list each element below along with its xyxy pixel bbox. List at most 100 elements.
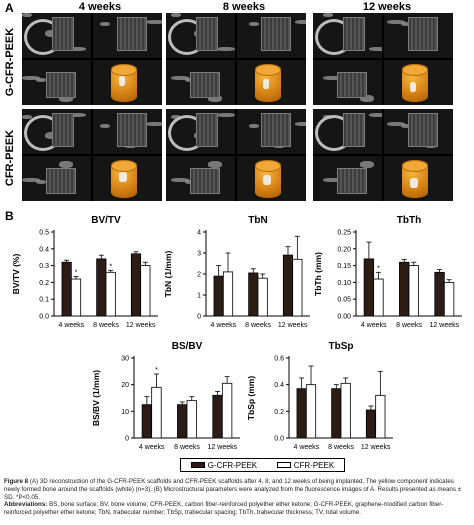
micro-ct-reconstruction <box>166 13 306 105</box>
scaffold-section-view <box>237 13 306 58</box>
bar-cfr-peek <box>373 278 384 317</box>
micro-ct-reconstruction <box>313 13 453 105</box>
scaffold-implant <box>337 168 367 194</box>
scaffold-section-view <box>22 109 91 154</box>
panel-a-letter: A <box>5 1 14 15</box>
bar-g-cfr-peek <box>365 409 377 439</box>
row-label-cfr-peek: CFR-PEEK <box>4 129 16 187</box>
x-tick-label: 4 weeks <box>361 322 387 329</box>
bar-g-cfr-peek <box>177 404 188 439</box>
y-tick-label: 4 <box>197 230 201 237</box>
scaffold-section-view <box>384 109 453 154</box>
column-label-8-weeks: 8 weeks <box>222 1 266 13</box>
abbreviations-text: BS, bone surface; BV, bone volume; CFR-P… <box>4 501 444 517</box>
column-label-4-weeks: 4 weeks <box>78 1 122 13</box>
caption-text: (A) 3D reconstruction of the G-CFR-PEEK … <box>4 478 462 501</box>
scaffold-implant <box>190 168 220 194</box>
scaffold-implant <box>343 17 365 51</box>
y-tick-label: 0.0 <box>39 314 49 321</box>
figure-caption: Figure 8 (A) 3D reconstruction of the G-… <box>4 478 470 517</box>
x-tick-label: 12 weeks <box>278 322 308 329</box>
y-axis-label: BS/BV (1/mm) <box>91 370 101 426</box>
scaffold-implant <box>46 72 76 98</box>
x-tick-label: 4 weeks <box>58 322 84 329</box>
panel-b-letter: B <box>5 209 14 223</box>
y-tick-label: 20 <box>121 382 129 389</box>
y-axis-label: TbTh (mm) <box>313 252 323 296</box>
y-tick-label: 0.6 <box>274 356 284 363</box>
bar-g-cfr-peek <box>331 388 342 439</box>
y-tick-label: 0.2 <box>274 409 284 416</box>
legend-swatch-g-cfr-peek <box>190 462 205 468</box>
y-tick-label: 0.10 <box>337 280 351 287</box>
y-tick-label: 0.25 <box>337 230 351 237</box>
bar-g-cfr-peek <box>399 261 410 317</box>
x-tick-label: 12 weeks <box>126 322 156 329</box>
bar-g-cfr-peek <box>248 272 259 317</box>
x-tick-label: 8 weeks <box>245 322 271 329</box>
row-label-g-cfr-peek: G-CFR-PEEK <box>4 27 16 97</box>
chart-bv-tv: BV/TV BV/TV (%) 0.0 0.1 0.2 0.3 0.4 0.5 4 weeks *… <box>11 215 158 329</box>
bar-cfr-peek <box>340 382 351 439</box>
scaffold-implant <box>117 113 147 147</box>
scaffold-3d-view <box>237 156 306 201</box>
x-tick-label: 4 weeks <box>210 322 236 329</box>
bar-g-cfr-peek <box>282 254 294 317</box>
x-tick-label: 8 weeks <box>93 322 119 329</box>
bar-cfr-peek <box>305 384 317 439</box>
bar-cfr-peek <box>186 400 197 439</box>
significance-marker: * <box>155 367 158 374</box>
y-tick-label: 0.1 <box>39 297 49 304</box>
x-tick-label: 8 weeks <box>396 322 422 329</box>
bone-cylinder-3d <box>111 160 137 198</box>
chart-tbth: TbTh TbTh (mm) 0.00 0.05 0.10 0.15 0.20 0.25 4 w… <box>313 215 462 329</box>
bar-g-cfr-peek <box>363 258 375 317</box>
scaffold-implant <box>408 113 438 147</box>
significance-marker: * <box>75 270 78 277</box>
scaffold-implant <box>337 72 367 98</box>
bar-g-cfr-peek <box>61 261 72 317</box>
chart-tbsp: TbSp TbSp (mm) 0.0 0.2 0.4 0.6 4 weeks 8 weeks 1… <box>246 341 393 451</box>
bone-cylinder-3d <box>255 64 281 102</box>
bar-cfr-peek <box>70 278 82 317</box>
scaffold-section-view <box>313 156 382 201</box>
y-tick-label: 0.00 <box>337 314 351 321</box>
y-axis-label: BV/TV (%) <box>11 254 21 295</box>
bone-cylinder-3d <box>402 160 428 198</box>
scaffold-3d-view <box>237 60 306 105</box>
scaffold-section-view <box>22 13 91 58</box>
scaffold-section-view <box>166 13 235 58</box>
scaffold-implant <box>52 17 74 51</box>
scaffold-section-view <box>166 156 235 201</box>
y-tick-label: 0.05 <box>337 297 351 304</box>
micro-ct-reconstruction <box>166 109 306 201</box>
x-tick-label: 12 weeks <box>208 444 238 451</box>
y-tick-label: 0.4 <box>39 246 49 253</box>
y-axis-label: TbN (1/mm) <box>163 250 173 297</box>
chart-title: BS/BV <box>172 341 203 352</box>
scaffold-section-view <box>22 156 91 201</box>
y-tick-label: 0 <box>125 436 129 443</box>
bar-cfr-peek <box>408 265 419 317</box>
bone-cylinder-3d <box>111 64 137 102</box>
scaffold-section-view <box>313 60 382 105</box>
bar-cfr-peek <box>375 394 386 439</box>
x-tick-label: 4 weeks <box>139 444 165 451</box>
legend-label-cfr-peek: CFR-PEEK <box>293 460 335 470</box>
column-label-12-weeks: 12 weeks <box>362 1 412 13</box>
x-tick-label: 4 weeks <box>293 444 319 451</box>
micro-ct-reconstruction <box>22 109 162 201</box>
scaffold-3d-view <box>93 60 162 105</box>
x-tick-label: 8 weeks <box>328 444 354 451</box>
y-tick-label: 0.5 <box>39 230 49 237</box>
scaffold-section-view <box>166 109 235 154</box>
scaffold-section-view <box>22 60 91 105</box>
scaffold-implant <box>52 113 74 147</box>
legend-label-g-cfr-peek: G-CFR-PEEK <box>207 460 258 470</box>
scaffold-3d-view <box>384 156 453 201</box>
bar-g-cfr-peek <box>141 404 153 439</box>
bar-g-cfr-peek <box>434 271 445 317</box>
x-tick-label: 12 weeks <box>430 322 460 329</box>
bar-cfr-peek <box>105 271 116 317</box>
bar-g-cfr-peek <box>296 388 307 439</box>
